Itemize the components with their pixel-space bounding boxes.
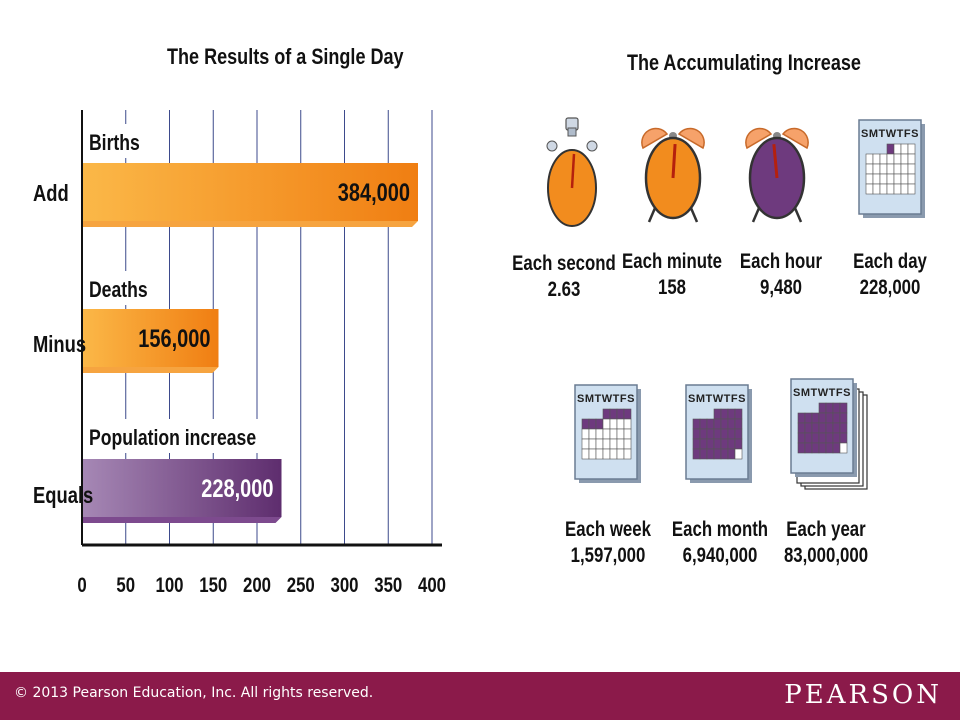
bar-edge-increase: [82, 517, 282, 523]
bar-deaths: [82, 309, 219, 367]
bar-value-deaths: 156,000: [138, 325, 210, 353]
copyright-text: © 2013 Pearson Education, Inc. All right…: [14, 685, 374, 701]
bar-label-tab: [84, 271, 155, 305]
rate-label-each-second: Each second 2.63: [508, 251, 620, 303]
bar-edge-deaths: [82, 367, 219, 373]
rate-label-each-day: Each day 228,000: [834, 249, 946, 301]
rate-value: 83,000,000: [783, 544, 869, 567]
population-bar-chart: Births 384,000 Deaths 156,000 Population inc…: [33, 110, 925, 598]
rate-value: 9,480: [759, 276, 803, 299]
category-label-add: Add: [33, 181, 69, 206]
rate-period: Each year: [786, 518, 866, 541]
rate-period: Each day: [853, 250, 927, 273]
calendar-icon: SMTWTFS: [574, 384, 641, 483]
calendar-header: SMTWTFS: [793, 387, 851, 399]
rate-value: 2.63: [547, 278, 581, 301]
bar-edge-births: [82, 221, 418, 227]
calendar-header: SMTWTFS: [577, 393, 635, 405]
bar-births: [82, 163, 418, 221]
category-label-minus: Minus: [33, 332, 86, 357]
x-tick-label: 400: [418, 574, 446, 597]
rate-period: Each second: [512, 252, 616, 275]
calendar-header: SMTWTFS: [861, 128, 919, 140]
rate-label-each-minute: Each minute 158: [616, 249, 728, 301]
x-tick-label: 150: [199, 574, 227, 597]
rate-value: 228,000: [859, 276, 921, 299]
rate-period: Each hour: [739, 250, 823, 273]
calendar-icon: SMTWTFS: [685, 384, 752, 483]
calendar-header: SMTWTFS: [688, 393, 746, 405]
x-tick-label: 100: [155, 574, 183, 597]
rate-period: Each month: [671, 518, 769, 541]
calendar-icon: SMTWTFS: [858, 119, 925, 218]
category-label-equals: Equals: [33, 483, 93, 508]
rate-label-each-week: Each week 1,597,000: [552, 517, 664, 569]
alarm-clock-icon: [745, 127, 809, 223]
x-tick-label: 200: [243, 574, 271, 597]
bar-label-tab: [84, 419, 290, 453]
rate-label-each-month: Each month 6,940,000: [664, 517, 776, 569]
bar-label-births: Births: [89, 131, 140, 155]
bar-value-increase: 228,000: [201, 475, 273, 503]
bar-label-deaths: Deaths: [89, 278, 148, 302]
rate-label-each-year: Each year 83,000,000: [770, 517, 882, 569]
bar-increase: [82, 459, 282, 517]
x-tick-label: 0: [77, 574, 86, 597]
x-tick-label: 300: [330, 574, 358, 597]
rate-value: 1,597,000: [570, 544, 646, 567]
stopwatch-icon: [546, 117, 598, 227]
rate-value: 158: [657, 276, 687, 299]
footer-bar: © 2013 Pearson Education, Inc. All right…: [0, 672, 960, 720]
left-chart-title: The Results of a Single Day: [167, 44, 404, 69]
x-tick-label: 250: [287, 574, 315, 597]
x-tick-label: 50: [116, 574, 135, 597]
rate-period: Each week: [565, 518, 651, 541]
right-panel-title: The Accumulating Increase: [627, 50, 861, 75]
rate-label-each-hour: Each hour 9,480: [725, 249, 837, 301]
rate-period: Each minute: [622, 250, 722, 273]
rate-value: 6,940,000: [682, 544, 758, 567]
bar-label-increase: Population increase: [89, 426, 256, 450]
bar-value-births: 384,000: [338, 179, 410, 207]
alarm-clock-icon: [641, 127, 705, 223]
bar-label-tab: [84, 124, 155, 158]
x-tick-label: 350: [374, 574, 402, 597]
calendar-year-front: SMTWTFS: [790, 378, 857, 477]
pearson-logo: PEARSON: [784, 680, 942, 710]
